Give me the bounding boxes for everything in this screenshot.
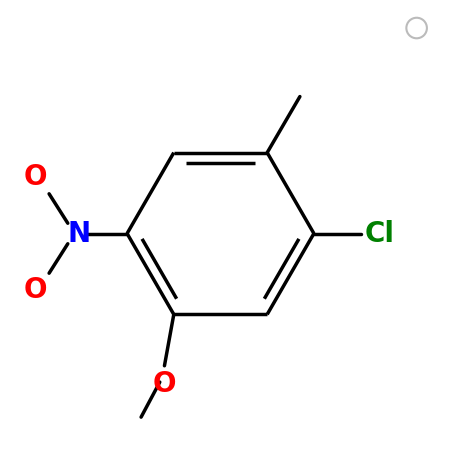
Text: O: O — [23, 276, 47, 304]
Text: N: N — [68, 219, 91, 248]
Text: O: O — [23, 163, 47, 191]
Text: O: O — [153, 370, 176, 398]
Text: Cl: Cl — [364, 219, 394, 248]
